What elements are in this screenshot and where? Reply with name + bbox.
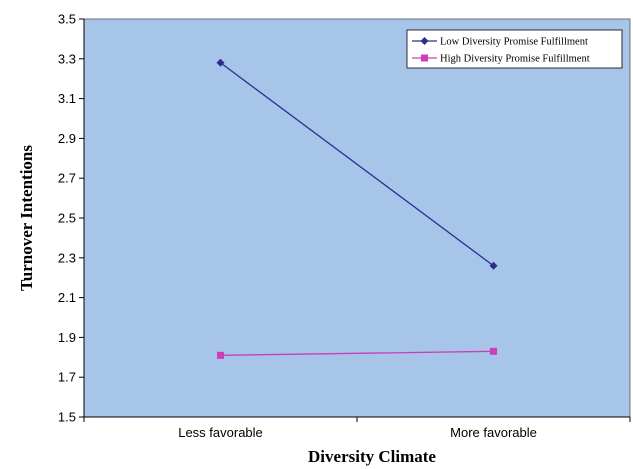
legend-entry: Low Diversity Promise Fulfillment xyxy=(412,37,588,48)
y-tick-label: 2.9 xyxy=(58,131,76,146)
legend-box xyxy=(406,29,623,69)
y-axis-title: Turnover Intentions xyxy=(17,145,36,291)
series-layer xyxy=(216,58,498,359)
legend-label: Low Diversity Promise Fulfillment xyxy=(440,37,588,48)
y-tick-label: 2.3 xyxy=(58,250,76,265)
plot-area xyxy=(83,18,631,418)
x-axis-title: Diversity Climate xyxy=(308,447,436,466)
x-axis: Less favorable More favorable xyxy=(83,416,631,440)
legend: Low Diversity Promise Fulfillment High Di… xyxy=(406,29,623,69)
data-point xyxy=(489,261,498,270)
legend-marker xyxy=(421,54,428,62)
y-tick-label: 1.9 xyxy=(58,330,76,345)
series-line xyxy=(220,62,494,267)
series-1 xyxy=(216,58,498,270)
y-tick-label: 1.5 xyxy=(58,410,76,425)
y-tick-label: 2.7 xyxy=(58,171,76,186)
y-axis: 1.5 1.7 1.9 2.1 2.3 2.5 2.7 2.9 3.1 3.3 3.5 xyxy=(58,12,85,425)
x-tick-label: More favorable xyxy=(450,425,537,440)
x-tick-label: Less favorable xyxy=(178,425,263,440)
series-line xyxy=(220,350,494,356)
data-point xyxy=(216,58,225,67)
data-point xyxy=(490,347,497,355)
legend-label: High Diversity Promise Fulfillment xyxy=(440,54,590,65)
y-tick-label: 1.7 xyxy=(58,370,76,385)
y-tick-label: 3.5 xyxy=(58,12,76,27)
y-tick-label: 3.3 xyxy=(58,51,76,66)
y-tick-label: 2.5 xyxy=(58,211,76,226)
legend-marker xyxy=(420,37,429,45)
legend-entry: High Diversity Promise Fulfillment xyxy=(412,54,590,65)
y-tick-label: 3.1 xyxy=(58,91,76,106)
data-point xyxy=(217,351,224,359)
series-2 xyxy=(217,347,497,359)
y-tick-label: 2.1 xyxy=(58,290,76,305)
